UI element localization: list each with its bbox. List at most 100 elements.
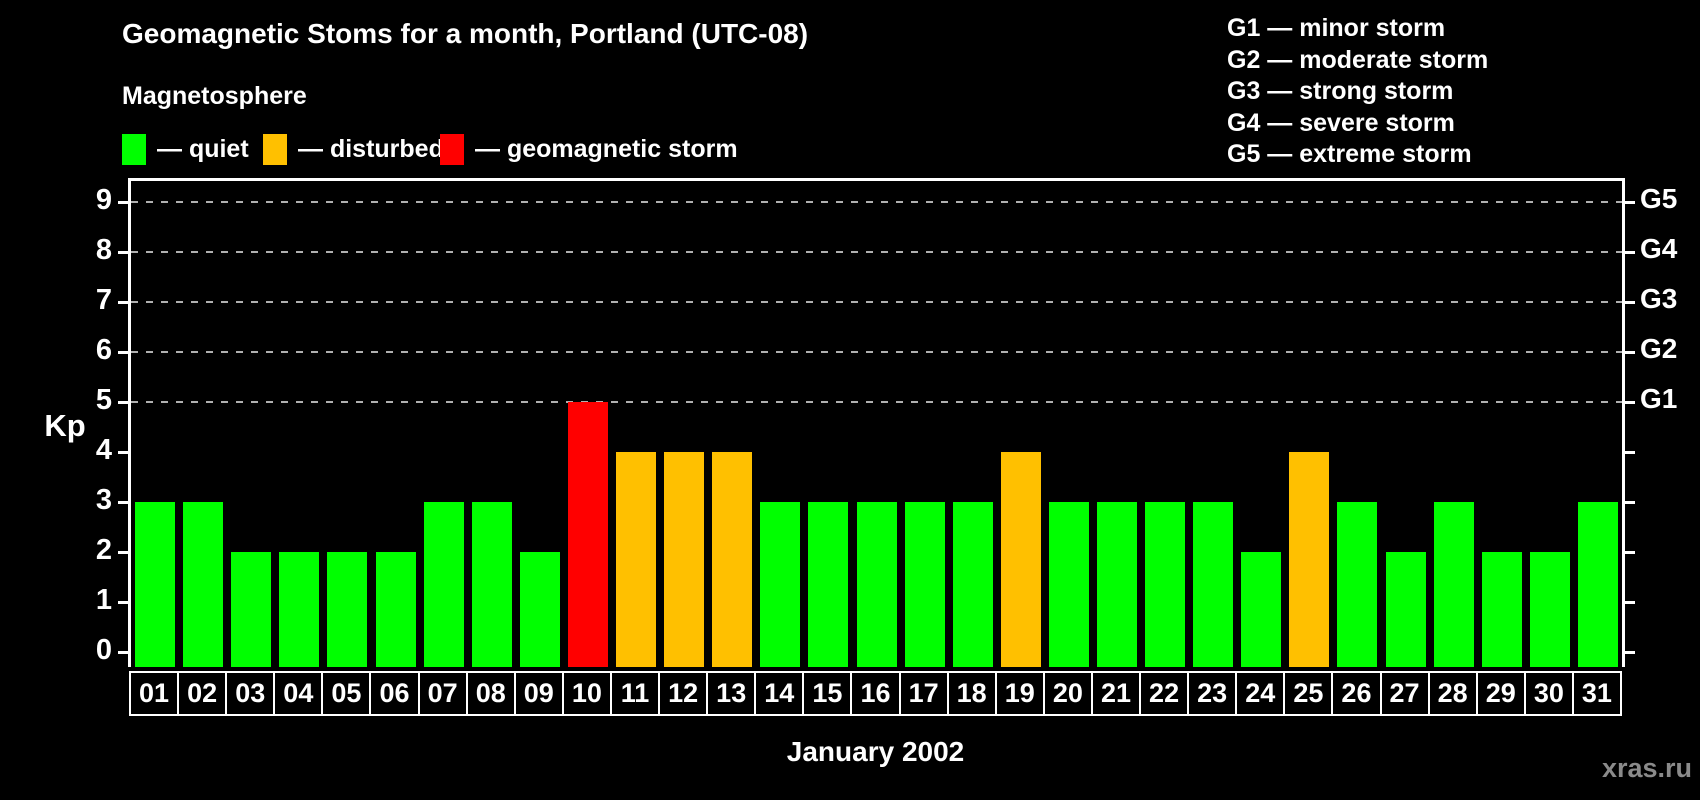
- day-label-25: 25: [1283, 671, 1334, 716]
- right-tick-kp4: [1622, 451, 1635, 454]
- day-label-30: 30: [1523, 671, 1574, 716]
- plot-area: [128, 178, 1625, 667]
- magnetosphere-legend-title: Magnetosphere: [122, 82, 307, 110]
- g-axis-label-g1: G1: [1640, 383, 1678, 414]
- left-tick-kp8: [118, 251, 131, 254]
- bar-day-19: [1000, 452, 1041, 667]
- right-tick-kp0: [1622, 651, 1635, 654]
- day-label-02: 02: [177, 671, 228, 716]
- bar-day-14: [760, 502, 801, 667]
- gridline-kp9: [131, 201, 1622, 203]
- day-label-31: 31: [1571, 671, 1622, 716]
- day-label-05: 05: [321, 671, 372, 716]
- day-label-19: 19: [994, 671, 1045, 716]
- day-label-09: 09: [513, 671, 564, 716]
- bar-day-11: [616, 452, 657, 667]
- day-label-28: 28: [1427, 671, 1478, 716]
- y-tick-label-4: 4: [95, 434, 112, 466]
- day-label-07: 07: [417, 671, 468, 716]
- bar-day-21: [1096, 502, 1137, 667]
- bar-day-04: [279, 552, 320, 667]
- day-label-11: 11: [609, 671, 661, 716]
- right-tick-kp1: [1622, 601, 1635, 604]
- g4-legend-line: G4 — severe storm: [1227, 108, 1455, 137]
- day-label-13: 13: [706, 671, 757, 716]
- y-tick-label-0: 0: [95, 634, 112, 666]
- left-tick-kp7: [118, 301, 131, 304]
- y-tick-label-5: 5: [95, 384, 112, 416]
- day-label-22: 22: [1139, 671, 1190, 716]
- bar-day-30: [1529, 552, 1570, 667]
- bar-day-13: [712, 452, 753, 667]
- bar-day-08: [471, 502, 512, 667]
- y-tick-label-9: 9: [95, 184, 112, 216]
- g2-legend-line: G2 — moderate storm: [1227, 45, 1489, 74]
- day-label-12: 12: [658, 671, 709, 716]
- bar-day-25: [1289, 452, 1330, 667]
- y-tick-label-7: 7: [95, 284, 112, 316]
- y-axis-title: Kp: [44, 408, 86, 443]
- day-label-06: 06: [369, 671, 420, 716]
- bar-day-27: [1385, 552, 1426, 667]
- bar-day-12: [664, 452, 705, 667]
- gridline-kp5: [131, 401, 1622, 403]
- day-label-15: 15: [802, 671, 853, 716]
- x-axis-day-labels: 01 02 03 04 05 06 07 08 09 10 11 12 13 14 15 16 17 18 19 20…: [129, 671, 1625, 716]
- bar-day-22: [1145, 502, 1186, 667]
- left-tick-kp1: [118, 601, 131, 604]
- y-tick-label-6: 6: [95, 334, 112, 366]
- left-tick-kp2: [118, 551, 131, 554]
- gridline-kp7: [131, 301, 1622, 303]
- day-label-26: 26: [1331, 671, 1382, 716]
- day-label-27: 27: [1379, 671, 1430, 716]
- bar-day-01: [135, 502, 176, 667]
- legend-item-quiet: — quiet: [122, 133, 249, 165]
- bar-day-06: [375, 552, 416, 667]
- gridline-kp6: [131, 351, 1622, 353]
- legend-label: — geomagnetic storm: [475, 134, 738, 163]
- bar-day-31: [1577, 502, 1618, 667]
- bar-day-05: [327, 552, 368, 667]
- g3-legend-line: G3 — strong storm: [1227, 77, 1454, 105]
- right-tick-kp7: [1622, 301, 1635, 304]
- legend-label: — disturbed: [298, 134, 444, 163]
- left-tick-kp4: [118, 451, 131, 454]
- g1-legend-line: G1 — minor storm: [1227, 14, 1446, 42]
- right-tick-kp5: [1622, 401, 1635, 404]
- bar-day-18: [952, 502, 993, 667]
- disturbed-color-swatch: [263, 133, 287, 165]
- gridline-kp8: [131, 251, 1622, 253]
- watermark: xras.ru: [1601, 753, 1692, 783]
- bar-day-10: [567, 402, 608, 667]
- day-label-24: 24: [1235, 671, 1286, 716]
- g-axis-label-g5: G5: [1640, 183, 1678, 214]
- bar-day-09: [519, 552, 560, 667]
- day-label-10: 10: [561, 671, 612, 716]
- g5-legend-line: G5 — extreme storm: [1227, 140, 1472, 168]
- right-tick-kp6: [1622, 351, 1635, 354]
- day-label-18: 18: [946, 671, 997, 716]
- day-label-17: 17: [898, 671, 949, 716]
- g-scale-legend: G1 — minor storm G2 — moderate storm G3 …: [1227, 13, 1488, 171]
- bar-day-28: [1433, 502, 1474, 667]
- day-label-03: 03: [225, 671, 276, 716]
- day-label-21: 21: [1090, 671, 1142, 716]
- day-label-16: 16: [850, 671, 901, 716]
- left-tick-kp9: [118, 201, 131, 204]
- g-axis-label-g3: G3: [1640, 283, 1678, 314]
- bar-day-20: [1048, 502, 1089, 667]
- bar-day-16: [856, 502, 897, 667]
- y-tick-label-3: 3: [95, 484, 112, 516]
- g-axis-label-g4: G4: [1640, 233, 1678, 264]
- day-label-14: 14: [754, 671, 805, 716]
- legend-item-storm: — geomagnetic storm: [440, 133, 738, 165]
- left-tick-kp0: [118, 651, 131, 654]
- legend-label: — quiet: [157, 134, 249, 163]
- y-tick-label-8: 8: [95, 234, 112, 266]
- bar-day-24: [1241, 552, 1282, 667]
- left-tick-kp6: [118, 351, 131, 354]
- day-label-04: 04: [273, 671, 324, 716]
- x-axis-title: January 2002: [786, 736, 965, 767]
- right-tick-kp2: [1622, 551, 1635, 554]
